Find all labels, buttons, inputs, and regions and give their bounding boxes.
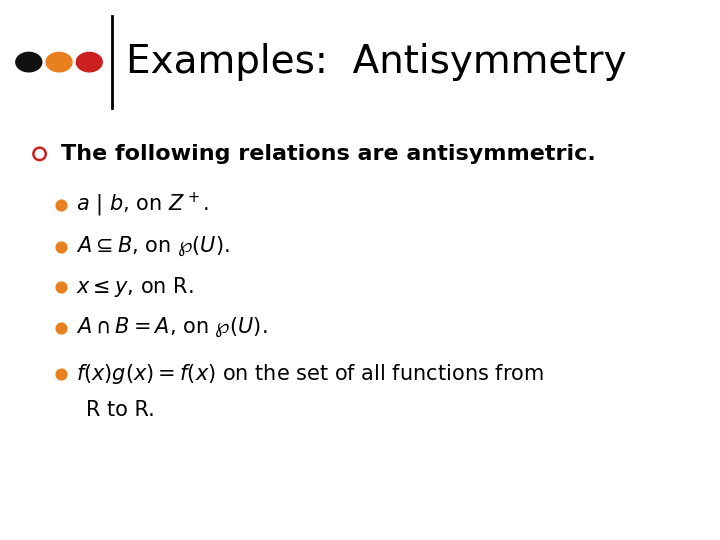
- Point: [55, 369, 67, 378]
- Text: Examples:  Antisymmetry: Examples: Antisymmetry: [126, 43, 626, 81]
- Text: The following relations are antisymmetric.: The following relations are antisymmetri…: [61, 144, 596, 164]
- Text: $A \cap B = A$, on $\wp(U)$.: $A \cap B = A$, on $\wp(U)$.: [76, 316, 267, 340]
- Text: $A \subseteq B$, on $\wp(U)$.: $A \subseteq B$, on $\wp(U)$.: [76, 235, 230, 259]
- Text: $x \leq y$, on R.: $x \leq y$, on R.: [76, 275, 193, 299]
- Point: [55, 242, 67, 251]
- Text: $f(x)g(x) = f(x)$ on the set of all functions from: $f(x)g(x) = f(x)$ on the set of all func…: [76, 362, 544, 386]
- Point: [34, 150, 45, 158]
- Point: [55, 323, 67, 332]
- Circle shape: [76, 52, 102, 72]
- Text: $a\ |\ b$, on $Z^+$.: $a\ |\ b$, on $Z^+$.: [76, 191, 209, 219]
- Text: R to R.: R to R.: [86, 400, 155, 421]
- Circle shape: [16, 52, 42, 72]
- Point: [55, 283, 67, 292]
- Point: [55, 201, 67, 210]
- Circle shape: [46, 52, 72, 72]
